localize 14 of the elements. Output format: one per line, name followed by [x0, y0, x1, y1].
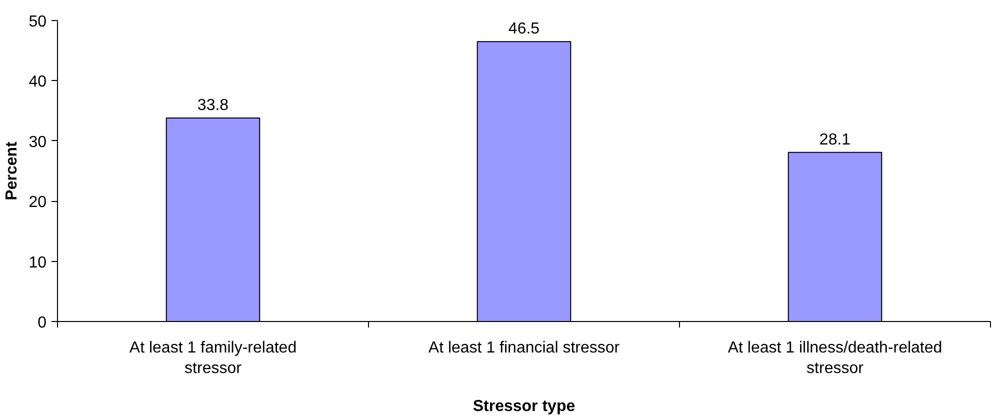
x-tick-label: At least 1 illness/death-related stressor: [728, 340, 942, 377]
y-tick-label: 0: [38, 314, 47, 332]
y-tick-label: 50: [28, 14, 47, 30]
x-axis-title: Stressor type: [472, 398, 576, 415]
data-label: 46.5: [508, 20, 540, 38]
data-label: 33.8: [197, 97, 229, 114]
y-tick-label: 30: [28, 134, 47, 151]
y-tick-label: 20: [28, 194, 47, 212]
y-tick-label: 10: [28, 254, 47, 272]
data-label: 28.1: [819, 131, 851, 148]
y-axis-title: Percent: [4, 140, 21, 200]
x-tick-label: At least 1 financial stressor: [428, 340, 620, 356]
x-tick-label: At least 1 family-related stressor: [129, 340, 297, 377]
y-tick-label: 40: [28, 74, 47, 91]
